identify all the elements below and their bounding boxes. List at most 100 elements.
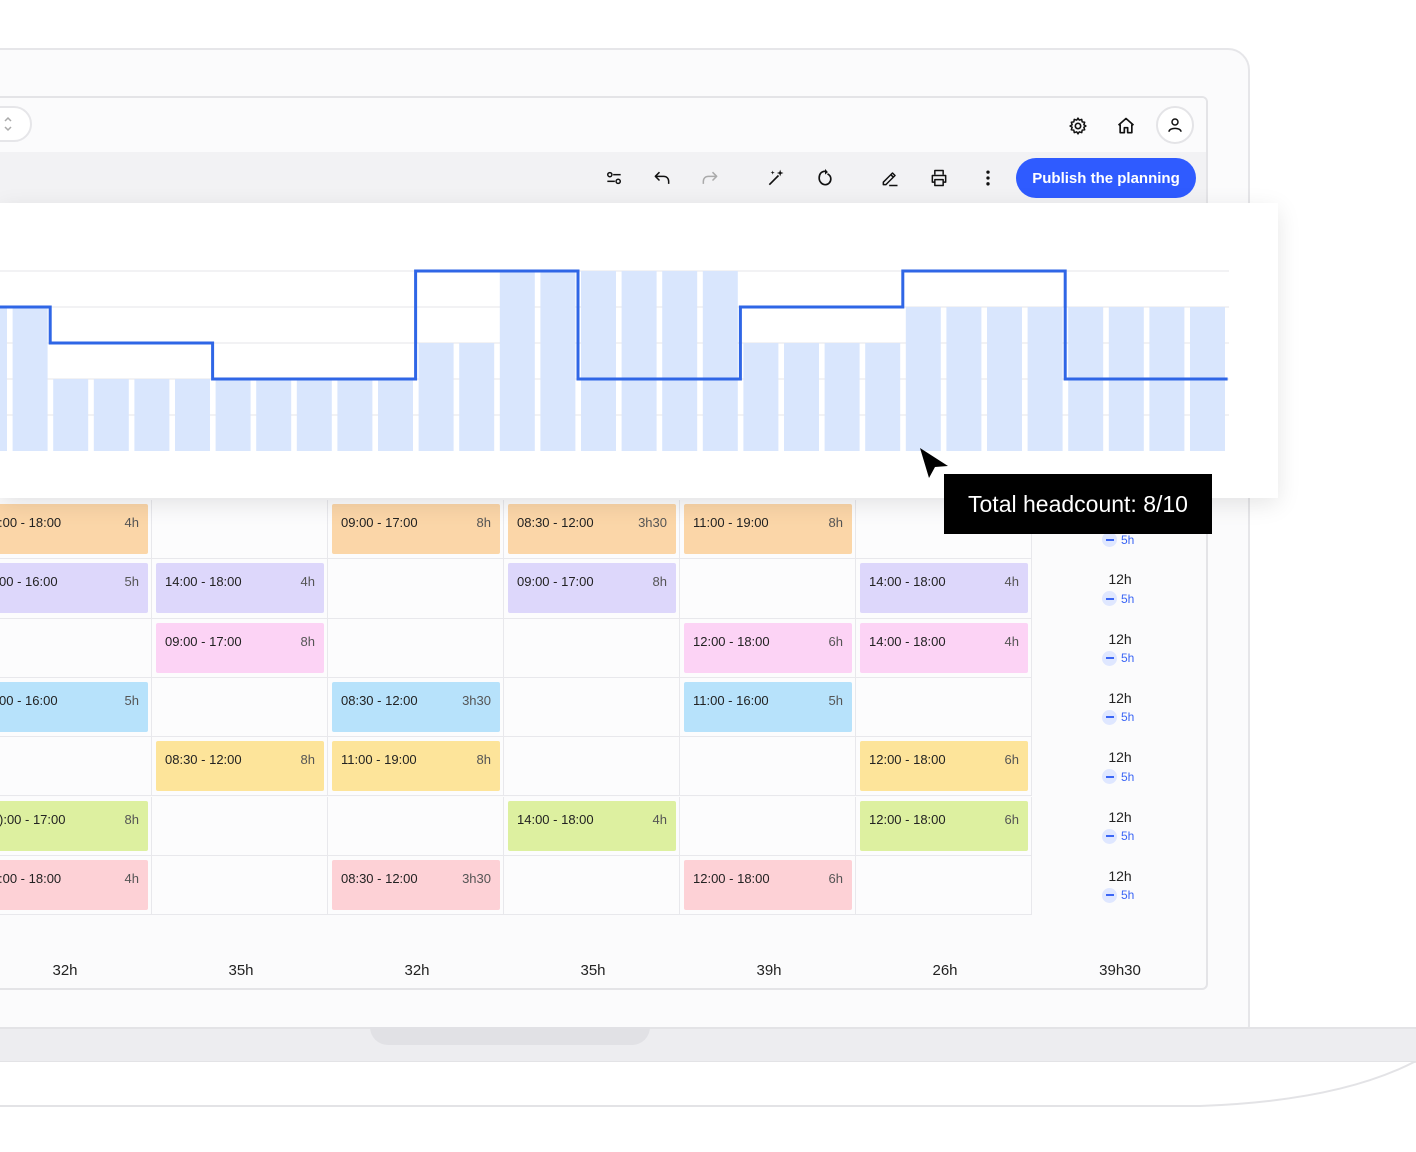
chart-bar[interactable]	[865, 343, 901, 451]
shift-block[interactable]: 14:00 - 18:00 4h	[860, 622, 1028, 673]
schedule-cell[interactable]	[328, 796, 504, 856]
chart-bar[interactable]	[53, 379, 89, 451]
shift-time: 12:00 - 18:00	[693, 633, 770, 649]
chart-bar[interactable]	[743, 343, 779, 451]
chart-bar[interactable]	[175, 379, 210, 451]
chart-bar[interactable]	[12, 307, 48, 451]
capacity-step-line	[0, 269, 1228, 381]
schedule-cell[interactable]	[0, 737, 152, 797]
chart-bar[interactable]	[702, 271, 738, 451]
shift-block[interactable]: 09:00 - 17:00 8h	[156, 622, 324, 673]
shift-block[interactable]: 12:00 - 18:00 6h	[684, 622, 852, 673]
chart-bar[interactable]	[418, 343, 454, 451]
shift-block[interactable]: 00 - 16:00 5h	[0, 563, 148, 614]
shift-duration: 3h30	[462, 692, 491, 708]
chart-bar[interactable]	[256, 379, 292, 451]
user-icon[interactable]	[1156, 106, 1194, 144]
more-icon[interactable]	[972, 162, 1004, 194]
minus-icon	[1102, 769, 1117, 785]
schedule-cell[interactable]	[504, 677, 680, 738]
magic-wand-icon[interactable]	[760, 162, 792, 194]
schedule-cell[interactable]	[680, 796, 856, 856]
view-selector[interactable]	[0, 106, 32, 142]
shift-time: 14:00 - 18:00	[165, 574, 242, 590]
schedule-cell[interactable]	[856, 855, 1032, 916]
chart-bar[interactable]	[337, 379, 373, 451]
filters-icon[interactable]	[598, 162, 630, 194]
shift-block[interactable]: 00 - 16:00 5h	[0, 681, 148, 732]
chart-bar[interactable]	[0, 307, 7, 451]
schedule-cell[interactable]	[152, 677, 328, 738]
chart-bar[interactable]	[946, 307, 982, 451]
undo-icon[interactable]	[646, 162, 678, 194]
shift-duration: 6h	[1004, 811, 1019, 827]
publish-planning-button[interactable]: Publish the planning	[1016, 158, 1196, 198]
chart-bar[interactable]	[378, 379, 413, 451]
chart-bar[interactable]	[93, 379, 129, 451]
shift-time: 11:00 - 19:00	[693, 515, 769, 530]
column-total-hours: 35h	[580, 962, 606, 979]
shift-block[interactable]: 09:00 - 17:00 8h	[332, 504, 500, 554]
refresh-icon[interactable]	[809, 162, 841, 194]
shift-block[interactable]: 12:00 - 18:00 6h	[860, 741, 1028, 792]
chart-bar[interactable]	[215, 379, 251, 451]
shift-block[interactable]: 11:00 - 16:00 5h	[684, 681, 852, 732]
home-icon[interactable]	[1108, 108, 1144, 144]
row-total-hours: 12h	[1108, 749, 1132, 766]
settings-icon[interactable]	[1060, 108, 1096, 144]
schedule-cell[interactable]	[680, 559, 856, 619]
schedule-cell[interactable]	[856, 677, 1032, 738]
chart-bar[interactable]	[1027, 307, 1063, 451]
shift-block[interactable]: 08:30 - 12:00 3h30	[508, 504, 676, 554]
chart-bar[interactable]	[824, 343, 860, 451]
shift-block[interactable]: 12:00 - 18:00 6h	[860, 800, 1028, 851]
shift-block[interactable]: 14:00 - 18:00 4h	[156, 563, 324, 614]
chart-bar[interactable]	[459, 343, 495, 451]
chart-bar[interactable]	[540, 271, 576, 451]
schedule-cell[interactable]	[152, 500, 328, 560]
shift-block[interactable]: 14:00 - 18:00 4h	[508, 800, 676, 851]
chart-bar[interactable]	[581, 271, 616, 451]
edit-icon[interactable]	[874, 162, 906, 194]
chart-bar[interactable]	[134, 379, 170, 451]
chart-bar[interactable]	[621, 271, 657, 451]
shift-duration: 8h	[476, 515, 491, 530]
chart-bar[interactable]	[905, 307, 941, 451]
shift-block[interactable]: 08:30 - 12:00 8h	[156, 741, 324, 792]
print-icon[interactable]	[923, 162, 955, 194]
shift-block[interactable]: ):00 - 17:00 8h	[0, 800, 148, 851]
chart-bar[interactable]	[784, 343, 819, 451]
shift-duration: 8h	[652, 574, 667, 590]
shift-block[interactable]: 14:00 - 18:00 4h	[860, 563, 1028, 614]
schedule-cell[interactable]	[504, 737, 680, 797]
chart-bar[interactable]	[662, 271, 698, 451]
chart-bar[interactable]	[499, 271, 535, 451]
schedule-cell[interactable]	[0, 618, 152, 678]
schedule-cell[interactable]	[152, 855, 328, 916]
shift-block[interactable]: 08:30 - 12:00 3h30	[332, 859, 500, 910]
row-total-hours: 12h	[1108, 630, 1132, 647]
column-total-hours: 35h	[228, 962, 254, 979]
shift-duration: 4h	[124, 870, 139, 886]
schedule-cell[interactable]	[504, 618, 680, 678]
schedule-cell[interactable]	[328, 618, 504, 678]
schedule-cell[interactable]	[152, 796, 328, 856]
shift-block[interactable]: :00 - 18:00 4h	[0, 504, 148, 554]
chart-bar[interactable]	[296, 379, 332, 451]
chart-bar[interactable]	[987, 307, 1022, 451]
schedule-cell[interactable]	[680, 737, 856, 797]
row-total-hours: 12h	[1108, 867, 1132, 884]
shift-block[interactable]: :00 - 18:00 4h	[0, 859, 148, 910]
headcount-tooltip: Total headcount: 8/10	[944, 474, 1212, 534]
schedule-cell[interactable]	[328, 559, 504, 619]
laptop-foot	[0, 1061, 1416, 1107]
shift-duration: 4h	[124, 515, 139, 530]
shift-block[interactable]: 09:00 - 17:00 8h	[508, 563, 676, 614]
row-hours-difference: 5h	[1102, 591, 1134, 607]
shift-block[interactable]: 11:00 - 19:00 8h	[332, 741, 500, 792]
shift-block[interactable]: 08:30 - 12:00 3h30	[332, 681, 500, 732]
redo-icon[interactable]	[694, 162, 726, 194]
shift-block[interactable]: 12:00 - 18:00 6h	[684, 859, 852, 910]
schedule-cell[interactable]	[504, 855, 680, 916]
shift-block[interactable]: 11:00 - 19:00 8h	[684, 504, 852, 554]
